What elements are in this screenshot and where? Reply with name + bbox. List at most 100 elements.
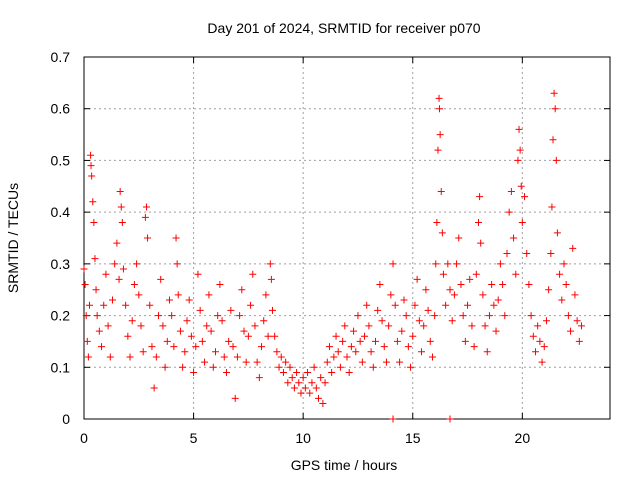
data-point [142, 203, 150, 211]
data-point [330, 353, 338, 361]
data-point [516, 146, 524, 154]
data-point [194, 270, 202, 278]
data-point [382, 358, 390, 366]
data-point [118, 218, 126, 226]
data-point [304, 368, 312, 376]
data-point [567, 327, 575, 335]
data-point [328, 368, 336, 376]
data-point [569, 244, 577, 252]
data-point [267, 275, 275, 283]
data-point [198, 337, 206, 345]
data-point [255, 374, 263, 382]
data-point [407, 363, 415, 371]
data-point [488, 281, 496, 289]
data-point [564, 312, 572, 320]
data-point [389, 415, 397, 423]
data-point [181, 348, 189, 356]
data-point [490, 301, 498, 309]
y-tick-label: 0.1 [51, 359, 71, 375]
data-point [108, 296, 116, 304]
data-point [548, 203, 556, 211]
data-point [124, 332, 132, 340]
gridlines [84, 57, 610, 419]
data-point [196, 306, 204, 314]
data-point [310, 363, 318, 371]
data-point [499, 281, 507, 289]
data-point [135, 291, 143, 299]
y-tick-label: 0.3 [51, 256, 71, 272]
data-point [185, 296, 193, 304]
data-point [176, 327, 184, 335]
data-point [369, 363, 377, 371]
data-point [104, 322, 112, 330]
data-point [137, 322, 145, 330]
data-point [347, 343, 355, 351]
data-point [100, 301, 108, 309]
data-point [435, 94, 443, 102]
data-point [111, 260, 119, 268]
data-point [218, 317, 226, 325]
data-point [426, 337, 434, 345]
data-point [216, 281, 224, 289]
data-point [290, 384, 298, 392]
data-point [203, 322, 211, 330]
data-point [152, 353, 160, 361]
data-point [455, 234, 463, 242]
data-point [273, 348, 281, 356]
data-point [317, 374, 325, 382]
data-point [157, 275, 165, 283]
data-point [244, 332, 252, 340]
data-point [573, 317, 581, 325]
data-point [437, 187, 445, 195]
data-point [233, 353, 241, 361]
data-point [527, 312, 535, 320]
data-point [558, 296, 566, 304]
data-point [556, 270, 564, 278]
data-point [475, 218, 482, 226]
data-point [271, 332, 279, 340]
data-point [571, 291, 579, 299]
chart-title: Day 201 of 2024, SRMTID for receiver p07… [207, 20, 480, 36]
y-axis-ticks: 0 0.1 0.2 0.3 0.4 0.5 0.6 0.7 [51, 49, 610, 427]
data-point [80, 265, 88, 273]
data-point [492, 327, 500, 335]
data-point [365, 322, 373, 330]
y-axis-label: SRMTID / TECUs [5, 183, 21, 293]
data-point [93, 312, 101, 320]
data-point [83, 337, 91, 345]
data-point [183, 317, 191, 325]
data-point [91, 255, 99, 263]
data-point [485, 312, 493, 320]
data-point [88, 172, 96, 180]
data-point [479, 291, 487, 299]
data-point [288, 374, 296, 382]
data-point [448, 317, 456, 325]
data-point [174, 291, 182, 299]
data-point [483, 348, 491, 356]
data-point [284, 379, 292, 387]
data-point [420, 322, 428, 330]
data-point [308, 379, 316, 387]
data-point [446, 415, 454, 423]
data-point [279, 368, 287, 376]
data-point [116, 187, 124, 195]
data-point [207, 327, 215, 335]
data-point [404, 343, 412, 351]
data-point [122, 301, 130, 309]
data-point [312, 384, 320, 392]
data-point [163, 337, 171, 345]
data-point [413, 275, 421, 283]
data-point [117, 203, 125, 211]
data-point [551, 105, 559, 113]
data-point [172, 234, 180, 242]
data-point [323, 358, 331, 366]
data-point [536, 337, 544, 345]
data-point [560, 260, 568, 268]
data-point [128, 317, 136, 325]
data-point [238, 286, 246, 294]
data-point [277, 353, 285, 361]
data-point [231, 394, 239, 402]
data-point [540, 343, 548, 351]
data-point [398, 327, 406, 335]
data-point [356, 337, 364, 345]
